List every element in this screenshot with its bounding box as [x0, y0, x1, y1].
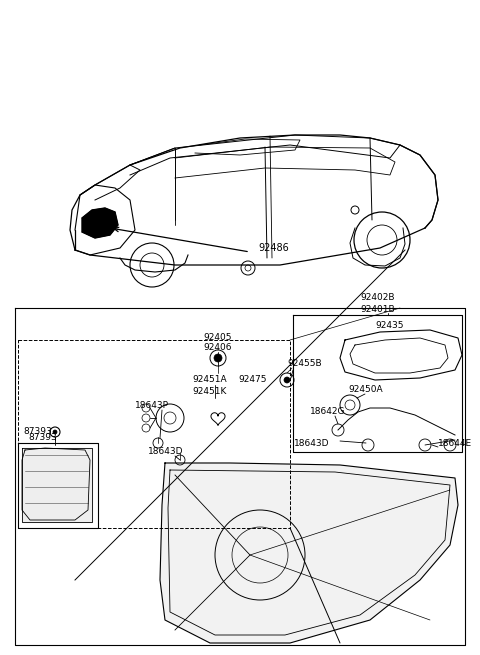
Polygon shape [350, 338, 448, 373]
Text: 92486: 92486 [258, 243, 289, 253]
Text: 87393: 87393 [28, 432, 57, 441]
Text: 18644E: 18644E [438, 438, 472, 447]
Text: 92451A: 92451A [192, 375, 227, 384]
Text: 18642G: 18642G [310, 407, 346, 417]
Text: 92406: 92406 [204, 343, 232, 352]
Text: 92435: 92435 [375, 320, 404, 329]
Circle shape [214, 354, 222, 362]
Text: 92401B: 92401B [360, 305, 395, 314]
Circle shape [53, 430, 57, 434]
Polygon shape [160, 463, 458, 643]
Text: 92402B: 92402B [360, 293, 395, 303]
Text: 18643D: 18643D [148, 447, 183, 457]
Polygon shape [22, 448, 92, 522]
Text: 92475: 92475 [238, 375, 266, 384]
Circle shape [284, 377, 290, 383]
Polygon shape [82, 208, 118, 238]
Text: 18643D: 18643D [294, 438, 329, 447]
Text: 92451K: 92451K [192, 388, 227, 396]
Text: 92455B: 92455B [287, 358, 322, 367]
Text: 92405: 92405 [204, 333, 232, 341]
Text: 18643P: 18643P [135, 400, 169, 409]
Text: 87393: 87393 [23, 428, 52, 436]
Text: 92450A: 92450A [348, 386, 383, 394]
